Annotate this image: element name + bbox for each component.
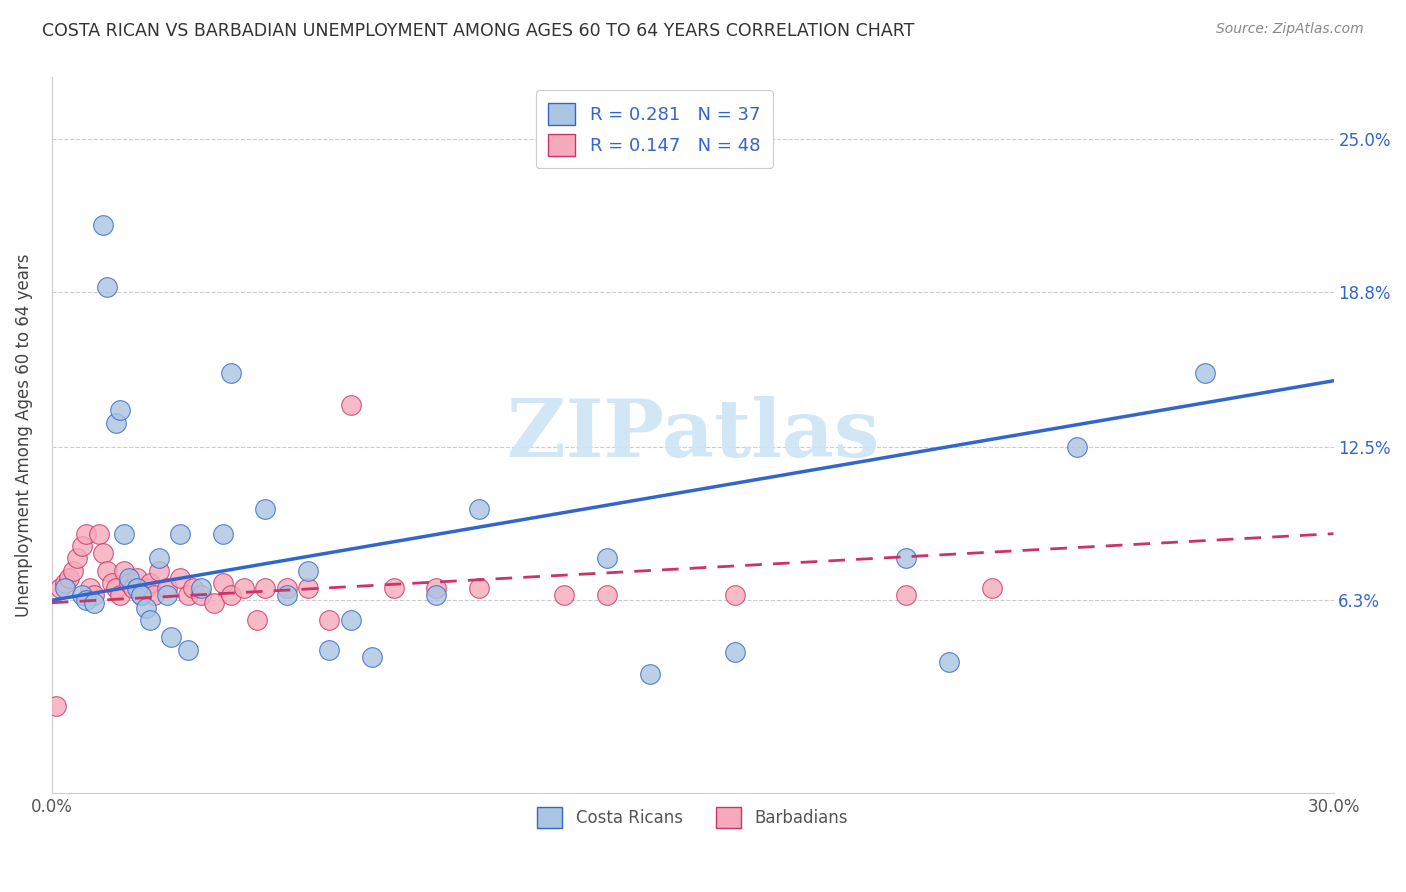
Point xyxy=(980,581,1002,595)
Point xyxy=(118,571,141,585)
Point xyxy=(79,581,101,595)
Point xyxy=(318,642,340,657)
Point xyxy=(148,551,170,566)
Point xyxy=(148,564,170,578)
Point xyxy=(58,571,80,585)
Point xyxy=(181,581,204,595)
Point xyxy=(211,576,233,591)
Text: COSTA RICAN VS BARBADIAN UNEMPLOYMENT AMONG AGES 60 TO 64 YEARS CORRELATION CHAR: COSTA RICAN VS BARBADIAN UNEMPLOYMENT AM… xyxy=(42,22,914,40)
Legend: Costa Ricans, Barbadians: Costa Ricans, Barbadians xyxy=(530,801,855,834)
Point xyxy=(724,588,747,602)
Point xyxy=(938,655,960,669)
Point xyxy=(638,667,661,681)
Point xyxy=(211,526,233,541)
Point xyxy=(896,588,918,602)
Point xyxy=(135,581,157,595)
Point xyxy=(169,526,191,541)
Point xyxy=(139,576,162,591)
Point xyxy=(91,219,114,233)
Point xyxy=(169,571,191,585)
Point xyxy=(87,526,110,541)
Point xyxy=(156,581,179,595)
Point xyxy=(127,581,149,595)
Point xyxy=(177,642,200,657)
Point xyxy=(108,403,131,417)
Point xyxy=(896,551,918,566)
Point xyxy=(104,581,127,595)
Point xyxy=(468,502,491,516)
Point xyxy=(112,526,135,541)
Point xyxy=(297,564,319,578)
Point xyxy=(62,564,84,578)
Point xyxy=(254,581,277,595)
Point xyxy=(246,613,269,627)
Point xyxy=(219,367,242,381)
Point xyxy=(233,581,256,595)
Point xyxy=(160,630,183,644)
Point xyxy=(139,613,162,627)
Point xyxy=(66,551,89,566)
Point xyxy=(596,551,619,566)
Point xyxy=(425,581,447,595)
Point xyxy=(468,581,491,595)
Point xyxy=(190,581,212,595)
Point xyxy=(340,399,363,413)
Text: Source: ZipAtlas.com: Source: ZipAtlas.com xyxy=(1216,22,1364,37)
Point xyxy=(131,588,153,602)
Point xyxy=(553,588,575,602)
Point xyxy=(70,539,93,553)
Point xyxy=(340,613,363,627)
Point xyxy=(361,650,384,665)
Point xyxy=(382,581,405,595)
Point xyxy=(190,588,212,602)
Point xyxy=(219,588,242,602)
Y-axis label: Unemployment Among Ages 60 to 64 years: Unemployment Among Ages 60 to 64 years xyxy=(15,253,32,616)
Point xyxy=(83,596,105,610)
Point xyxy=(112,564,135,578)
Point xyxy=(297,581,319,595)
Point xyxy=(1194,367,1216,381)
Point xyxy=(425,588,447,602)
Point xyxy=(135,600,157,615)
Point xyxy=(70,588,93,602)
Point xyxy=(108,588,131,602)
Point xyxy=(96,564,118,578)
Point xyxy=(131,588,153,602)
Point xyxy=(45,699,67,714)
Point xyxy=(254,502,277,516)
Point xyxy=(596,588,619,602)
Point xyxy=(143,588,166,602)
Point xyxy=(276,588,298,602)
Point xyxy=(75,526,97,541)
Point xyxy=(100,576,122,591)
Point xyxy=(318,613,340,627)
Point xyxy=(118,576,141,591)
Point xyxy=(96,280,118,294)
Point xyxy=(177,588,200,602)
Point xyxy=(83,588,105,602)
Point xyxy=(1066,441,1088,455)
Point xyxy=(127,571,149,585)
Point xyxy=(53,576,76,591)
Point xyxy=(53,581,76,595)
Point xyxy=(122,581,145,595)
Text: ZIPatlas: ZIPatlas xyxy=(506,396,879,474)
Point xyxy=(276,581,298,595)
Point xyxy=(156,588,179,602)
Point xyxy=(724,645,747,659)
Point xyxy=(49,581,72,595)
Point xyxy=(91,546,114,560)
Point xyxy=(104,416,127,430)
Point xyxy=(75,593,97,607)
Point xyxy=(202,596,225,610)
